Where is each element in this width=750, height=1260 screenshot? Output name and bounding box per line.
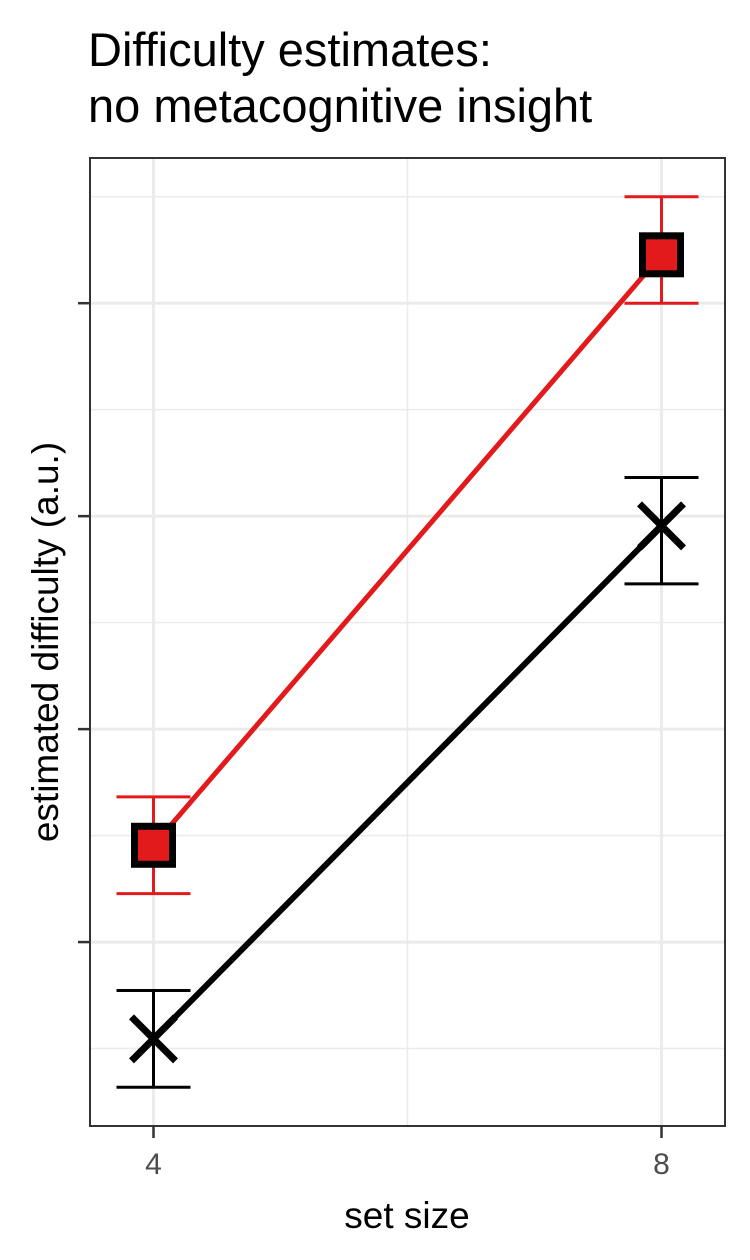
data-point-x-stroke [129,1014,178,1064]
series-line [150,522,665,1042]
data-point-x-stroke [637,501,686,551]
x-tick-label: 4 [145,1148,162,1181]
series-line [151,252,664,848]
series-1 [116,195,699,896]
data-point-square [131,822,176,868]
data-point-x [129,1014,178,1064]
y-axis-title: estimated difficulty (a.u.) [25,442,66,842]
data-point-square [639,232,684,278]
axis-ticks [78,301,663,1138]
chart-title-line-2: no metacognitive insight [88,79,593,132]
x-tick-label: 8 [653,1148,670,1181]
x-axis-title: set size [344,1195,469,1236]
grid-lines [90,158,725,1126]
chart-title: Difficulty estimates: no metacognitive i… [88,22,592,134]
data-point-x [637,501,686,551]
series-layer [116,195,699,1089]
chart-title-line-1: Difficulty estimates: [88,23,492,76]
series-2 [116,475,699,1089]
plot-panel-border [89,157,726,1127]
